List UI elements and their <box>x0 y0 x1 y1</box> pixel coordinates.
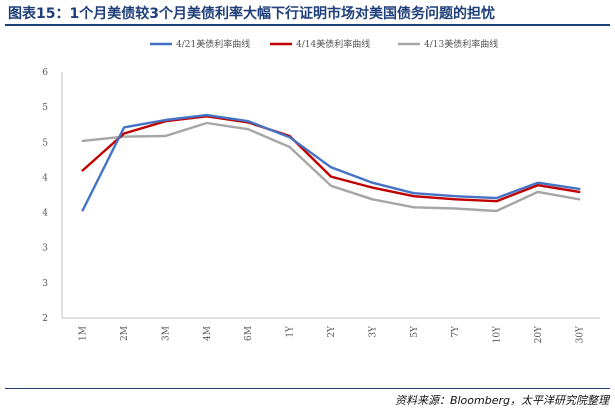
x-tick-label: 3M <box>161 326 171 341</box>
y-tick-label: 3 <box>42 244 48 254</box>
page-title: 图表15：1个月美债较3个月美债利率大幅下行证明市场对美国债务问题的担忧 <box>8 6 495 22</box>
series-line <box>81 113 581 212</box>
x-tick-label: 7Y <box>451 325 461 338</box>
x-tick-label: 1Y <box>286 325 296 338</box>
series-line <box>81 121 581 213</box>
legend-label: 4/21美债利率曲线 <box>176 38 250 50</box>
title-divider <box>5 24 610 26</box>
x-tick-label: 4M <box>203 326 213 341</box>
x-tick-label: 30Y <box>575 325 585 343</box>
x-tick-label: 1M <box>79 326 89 341</box>
y-tick-label: 5 <box>42 103 48 113</box>
x-tick-label: 10Y <box>493 325 503 343</box>
x-tick-label: 6M <box>244 326 254 341</box>
x-tick-label: 2M <box>120 326 130 341</box>
chart-series <box>81 113 581 213</box>
footer-divider <box>5 388 610 389</box>
y-axis-ticks: 2 3 3 4 4 5 5 6 <box>42 68 48 324</box>
chart-axes <box>61 72 600 319</box>
y-tick-label: 4 <box>42 173 48 183</box>
x-tick-label: 5Y <box>410 325 420 338</box>
x-tick-label: 3Y <box>368 325 378 338</box>
x-tick-label: 20Y <box>534 325 544 343</box>
legend-label: 4/14美债利率曲线 <box>296 38 370 50</box>
legend-label: 4/13美债利率曲线 <box>424 38 498 50</box>
y-tick-label: 4 <box>42 209 48 219</box>
series-line <box>81 115 581 203</box>
y-tick-label: 5 <box>42 138 48 148</box>
y-tick-label: 2 <box>42 314 48 324</box>
source-note: 资料来源：Bloomberg，太平洋研究院整理 <box>394 394 609 407</box>
line-chart: 4/21美债利率曲线 4/14美债利率曲线 4/13美债利率曲线 23344556 … <box>42 38 600 343</box>
y-tick-label: 6 <box>42 68 48 78</box>
x-tick-label: 2Y <box>327 325 337 338</box>
y-tick-label: 3 <box>42 279 48 289</box>
x-axis-ticks: 1M 2M 3M 4M 6M 1Y 2Y 3Y 5Y 7Y 10Y 20Y 30Y <box>79 325 586 343</box>
chart-legend: 4/21美债利率曲线 4/14美债利率曲线 4/13美债利率曲线 <box>150 38 498 50</box>
